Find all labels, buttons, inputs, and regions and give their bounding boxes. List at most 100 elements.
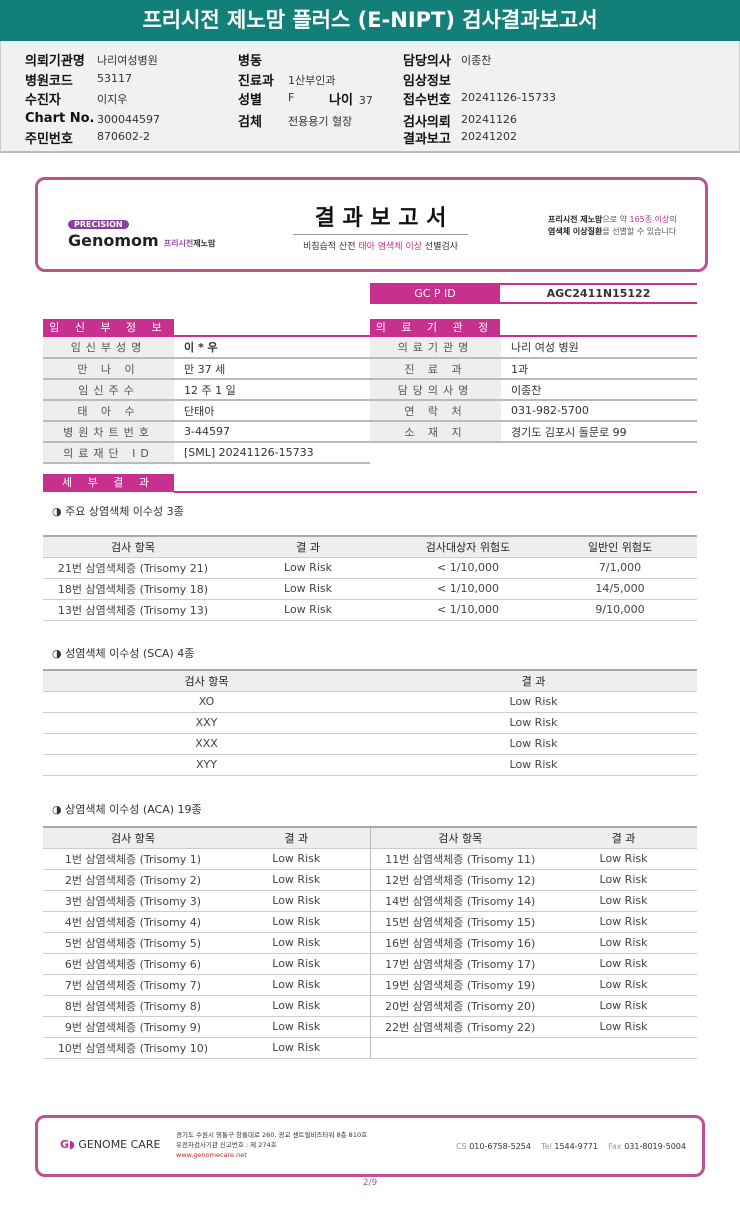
- banner-subtitle: 비침습적 산전 태아 염색체 이상 선별검사: [302, 242, 459, 252]
- age-value: 37: [358, 94, 373, 107]
- table-row: 7번 삼염색체증 (Trisomy 7) Low Risk 19번 삼염색체증 (T…: [43, 974, 697, 996]
- table-cell: 9/10,000: [543, 599, 697, 621]
- table-cell: Low Risk: [550, 890, 697, 912]
- table-cell: < 1/10,000: [393, 599, 543, 621]
- info-row-label: 담당의사명: [370, 379, 501, 401]
- info-row: 임신주수 12 주 1 일: [43, 379, 370, 401]
- info-row-value: [SML] 20241126-15733: [174, 442, 370, 464]
- table-cell: XO: [43, 691, 370, 713]
- info-value: 나리여성병원: [97, 54, 158, 67]
- table-cell: 4번 삼염색체증 (Trisomy 4): [43, 911, 223, 933]
- table-row: 6번 삼염색체증 (Trisomy 6) Low Risk 17번 삼염색체증 (T…: [43, 953, 697, 975]
- table-cell: Low Risk: [223, 974, 370, 996]
- gcpid-value: AGC2411N15122: [500, 283, 697, 304]
- info-row-value: 이 * 우: [174, 337, 370, 359]
- table-row: 10번 삼염색체증 (Trisomy 10) Low Risk: [43, 1037, 697, 1059]
- table-row: XYY Low Risk: [43, 754, 697, 776]
- info-row-value: 단태아: [174, 400, 370, 422]
- info-label: Chart No.: [25, 111, 95, 126]
- info-label: 성별: [238, 93, 262, 108]
- table-row: XO Low Risk: [43, 691, 697, 713]
- patient-info-panel: 의뢰기관명 나리여성병원 병원코드 53117 수진자 이지우 Chart No. 30004…: [0, 41, 740, 153]
- table-cell: [369, 1037, 550, 1059]
- table-cell: 20번 삼염색체증 (Trisomy 20): [369, 995, 550, 1017]
- table-row: 5번 삼염색체증 (Trisomy 5) Low Risk 16번 삼염색체증 (T…: [43, 932, 697, 954]
- table-cell: 6번 삼염색체증 (Trisomy 6): [43, 953, 223, 975]
- table-cell: 10번 삼염색체증 (Trisomy 10): [43, 1037, 223, 1059]
- info-row: 태 아 수 단태아: [43, 400, 370, 422]
- table-cell: 5번 삼염색체증 (Trisomy 5): [43, 932, 223, 954]
- footer-box: G◗ GENOME CARE 경기도 수원시 영통구 창룡대로 260, 광교 …: [35, 1115, 705, 1177]
- table-cell: Low Risk: [550, 974, 697, 996]
- aca-results-table: 검사 항목 결 과 검사 항목 결 과 1번 삼염색체증 (Trisomy 1) Low …: [43, 826, 697, 1059]
- table-cell: Low Risk: [550, 932, 697, 954]
- section-detail-results: 세 부 결 과: [43, 474, 174, 492]
- info-row-value: 12 주 1 일: [174, 379, 370, 401]
- table-cell: 1번 삼염색체증 (Trisomy 1): [43, 848, 223, 870]
- table-row: XXY Low Risk: [43, 712, 697, 734]
- table-row: 13번 삼염색체증 (Trisomy 13) Low Risk < 1/10,000…: [43, 599, 697, 621]
- logo-sub1: 프리시전: [163, 239, 194, 248]
- table-row: XXX Low Risk: [43, 733, 697, 755]
- report-header-title: 프리시전 제노맘 플러스 (E-NIPT) 검사결과보고서: [0, 0, 740, 41]
- banner-title: 결 과 보 고 서: [293, 200, 468, 235]
- info-value: 20241202: [461, 130, 517, 143]
- info-label: 담당의사: [403, 54, 451, 69]
- info-value: 300044597: [97, 113, 160, 126]
- table-cell: Low Risk: [223, 578, 393, 600]
- table-cell: Low Risk: [223, 557, 393, 579]
- report-banner: PRECISION Genomom 프리시전제노맘 결 과 보 고 서 비침습적…: [35, 177, 708, 272]
- info-label: 검체: [238, 115, 262, 130]
- info-row: 병원차트번호 3-44597: [43, 421, 370, 443]
- column-header: 검사 항목: [43, 535, 223, 558]
- sca-title: ◑ 성염색체 이수성 (SCA) 4종: [52, 647, 195, 660]
- table-header-row: 검사 항목 결 과 검사대상자 위험도 일반인 위험도: [43, 535, 697, 558]
- table-cell: XXY: [43, 712, 370, 734]
- info-row-value: 3-44597: [174, 421, 370, 443]
- table-cell: XXX: [43, 733, 370, 755]
- table-row: 4번 삼염색체증 (Trisomy 4) Low Risk 15번 삼염색체증 (T…: [43, 911, 697, 933]
- table-cell: Low Risk: [223, 1037, 370, 1059]
- table-cell: Low Risk: [223, 953, 370, 975]
- info-row-label: 병원차트번호: [43, 421, 174, 443]
- info-value: 이지우: [97, 93, 128, 106]
- table-cell: < 1/10,000: [393, 557, 543, 579]
- info-row-value: 이종찬: [501, 379, 697, 401]
- info-row-label: 의료재단 ID: [43, 442, 174, 464]
- table-cell: Low Risk: [223, 932, 370, 954]
- info-label: 의뢰기관명: [25, 54, 85, 69]
- section-hospital-info: 의 료 기 관 정 보: [370, 319, 500, 352]
- hospital-info-table: 의료기관명 나리 여성 병원 진 료 과 1과 담당의사명 이종찬 연 락 처 031-982…: [370, 337, 697, 443]
- table-cell: XYY: [43, 754, 370, 776]
- table-cell: Low Risk: [550, 1016, 697, 1038]
- genomom-logo: PRECISION Genomom 프리시전제노맘: [68, 212, 215, 250]
- section-pregnant-info: 임 신 부 정 보: [43, 319, 174, 337]
- table-cell: Low Risk: [370, 712, 697, 734]
- column-header: 검사대상자 위험도: [393, 535, 543, 558]
- info-label: 진료과: [238, 74, 274, 89]
- column-header: 일반인 위험도: [543, 535, 697, 558]
- column-header: 검사 항목: [43, 669, 370, 692]
- info-row: 담당의사명 이종찬: [370, 379, 697, 401]
- info-value: 1산부인과: [288, 74, 336, 87]
- table-cell: 22번 삼염색체증 (Trisomy 22): [369, 1016, 550, 1038]
- aca-title: ◑ 상염색체 이수성 (ACA) 19종: [52, 803, 202, 816]
- logo-name: Genomom: [68, 231, 159, 250]
- table-row: 9번 삼염색체증 (Trisomy 9) Low Risk 22번 삼염색체증 (T…: [43, 1016, 697, 1038]
- genome-care-logo: G◗ GENOME CARE: [60, 1138, 161, 1151]
- gc-logo-icon: G◗: [60, 1138, 75, 1151]
- info-row-label: 연 락 처: [370, 400, 501, 422]
- footer-address: 경기도 수원시 영통구 창룡대로 260, 광교 센트럴비즈타워 8층 810호: [176, 1131, 368, 1139]
- info-label: 병원코드: [25, 74, 73, 89]
- info-row-label: 임신부성명: [43, 337, 174, 359]
- table-cell: Low Risk: [223, 911, 370, 933]
- info-row-label: 진 료 과: [370, 358, 501, 380]
- age-label: 나이: [329, 93, 353, 108]
- major-title: ◑ 주요 상염색체 이수성 3종: [52, 505, 184, 518]
- table-row: 21번 삼염색체증 (Trisomy 21) Low Risk < 1/10,000…: [43, 557, 697, 579]
- info-value: 870602-2: [97, 130, 150, 143]
- footer-website-link[interactable]: www.genomecare.net: [176, 1151, 247, 1159]
- sca-results-table: 검사 항목 결 과 XO Low Risk XXY Low Risk XXX Low Risk…: [43, 669, 697, 776]
